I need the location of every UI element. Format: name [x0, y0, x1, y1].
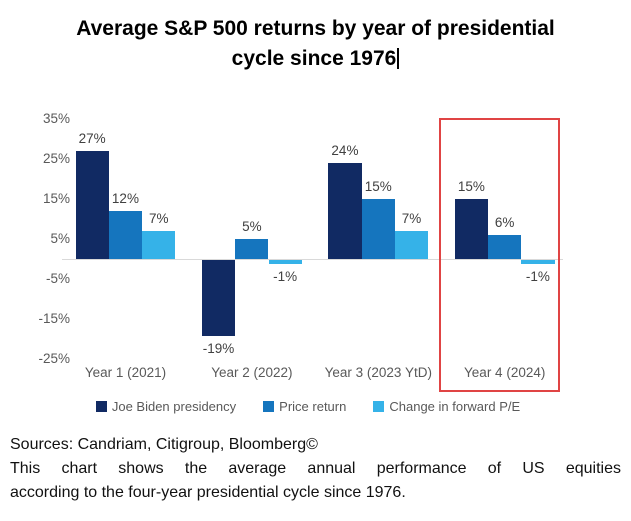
bar — [521, 260, 555, 264]
bar-value-label: 15% — [457, 179, 485, 194]
bar-value-label: 5% — [242, 219, 262, 234]
y-axis-tick: -5% — [45, 271, 70, 286]
bar — [142, 231, 176, 259]
bar-value-label: 6% — [494, 215, 515, 230]
bar-value-label: -1% — [525, 269, 550, 284]
bar — [75, 151, 109, 259]
legend-item: Joe Biden presidency — [95, 399, 237, 414]
bar-value-label: 7% — [148, 211, 169, 226]
y-axis-tick: -25% — [38, 351, 70, 366]
bar — [108, 211, 143, 259]
bar-value-label: 7% — [401, 211, 422, 226]
text-cursor — [397, 48, 400, 69]
chart-title[interactable]: Average S&P 500 returns by year of presi… — [0, 14, 631, 74]
y-axis-tick: -15% — [38, 311, 70, 326]
bar-value-label: -1% — [273, 269, 298, 284]
bar — [488, 235, 522, 259]
chart-title-line2: cycle since 1976 — [231, 47, 397, 70]
bar — [235, 239, 269, 259]
legend-label: Price return — [279, 399, 347, 414]
legend-swatch — [263, 401, 275, 412]
y-axis-tick: 35% — [42, 111, 70, 126]
legend-swatch — [373, 401, 385, 412]
bar — [361, 199, 395, 259]
bar-value-label: -19% — [202, 341, 235, 356]
sources-text: Sources: Candriam, Citigroup, Bloomberg© — [10, 436, 318, 453]
description-line2: according to the four-year presidential … — [10, 484, 406, 501]
bar — [328, 163, 362, 259]
x-axis-label: Year 1 (2021) — [84, 365, 167, 380]
x-axis-label: Year 4 (2024) — [464, 365, 546, 380]
chart-footer: Sources: Candriam, Citigroup, Bloomberg©… — [10, 433, 621, 505]
bar — [454, 199, 488, 259]
y-axis-tick: 5% — [50, 231, 70, 246]
description-line1: This chart shows the average annual perf… — [10, 460, 621, 477]
highlight-box — [439, 118, 560, 392]
bar-value-label: 24% — [331, 143, 359, 158]
x-axis-line — [62, 259, 563, 260]
bar — [201, 260, 236, 336]
chart-title-line1: Average S&P 500 returns by year of presi… — [76, 17, 555, 40]
legend-label: Joe Biden presidency — [111, 399, 237, 414]
chart-legend: Joe Biden presidency Price return Change i… — [8, 399, 608, 414]
bar-value-label: 15% — [364, 179, 392, 194]
x-axis-label: Year 3 (2023 YtD) — [324, 365, 432, 380]
y-axis-tick: 15% — [42, 191, 70, 206]
legend-item: Price return — [263, 399, 346, 414]
bar-value-label: 12% — [111, 191, 139, 206]
y-axis-tick: 25% — [42, 151, 70, 166]
bar-value-label: 27% — [78, 131, 106, 146]
bar — [394, 231, 429, 259]
legend-swatch — [95, 401, 107, 412]
legend-label: Change in forward P/E — [389, 399, 521, 414]
x-axis-label: Year 2 (2022) — [211, 365, 293, 380]
legend-item: Change in forward P/E — [373, 399, 520, 414]
bar — [268, 260, 302, 264]
